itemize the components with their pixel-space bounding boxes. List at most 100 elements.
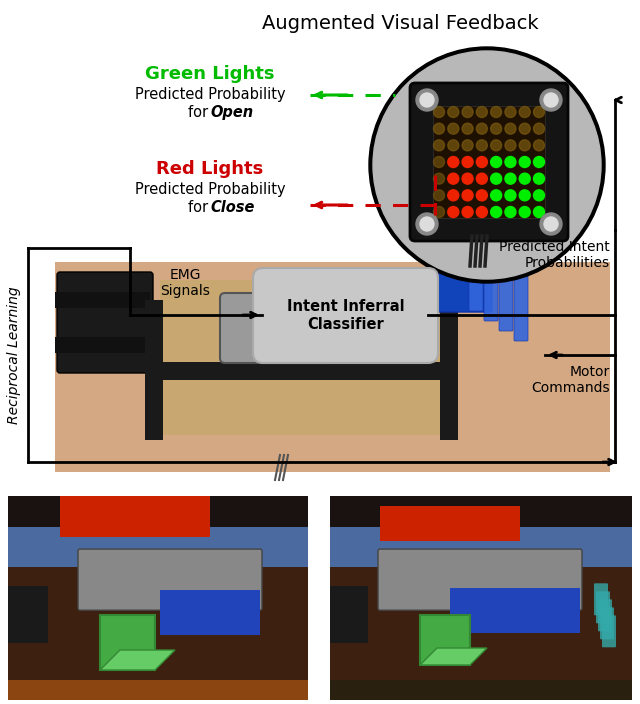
Circle shape	[476, 206, 487, 218]
Circle shape	[505, 140, 516, 151]
FancyBboxPatch shape	[57, 272, 153, 373]
FancyBboxPatch shape	[428, 258, 492, 312]
Circle shape	[491, 173, 502, 184]
Circle shape	[534, 123, 545, 134]
Circle shape	[491, 206, 502, 218]
Circle shape	[476, 140, 487, 151]
Circle shape	[476, 156, 487, 168]
Text: Reciprocal Learning: Reciprocal Learning	[7, 287, 21, 424]
Circle shape	[540, 213, 562, 235]
Circle shape	[491, 156, 502, 168]
Circle shape	[448, 156, 459, 168]
Bar	[433, 106, 545, 218]
Circle shape	[505, 190, 516, 201]
Circle shape	[519, 156, 530, 168]
Circle shape	[534, 156, 545, 168]
Circle shape	[534, 173, 545, 184]
Circle shape	[491, 190, 502, 201]
Circle shape	[519, 106, 530, 118]
Circle shape	[519, 206, 530, 218]
Bar	[145, 300, 163, 440]
Text: Red Lights: Red Lights	[156, 160, 264, 178]
Text: Open: Open	[210, 105, 253, 120]
Polygon shape	[100, 650, 175, 670]
Circle shape	[448, 140, 459, 151]
Circle shape	[544, 93, 558, 107]
Text: Intent Inferral
Classifier: Intent Inferral Classifier	[287, 299, 404, 332]
Bar	[55, 262, 610, 472]
Bar	[60, 496, 210, 536]
Bar	[100, 615, 155, 670]
Circle shape	[544, 217, 558, 231]
Circle shape	[491, 123, 502, 134]
FancyBboxPatch shape	[220, 293, 330, 363]
Bar	[8, 496, 311, 700]
Circle shape	[462, 173, 473, 184]
FancyBboxPatch shape	[602, 615, 616, 647]
Circle shape	[433, 206, 445, 218]
Bar	[55, 292, 150, 308]
Circle shape	[433, 140, 445, 151]
Circle shape	[462, 106, 473, 118]
Circle shape	[519, 140, 530, 151]
Bar	[328, 496, 632, 700]
Circle shape	[448, 173, 459, 184]
Circle shape	[505, 123, 516, 134]
Text: Augmented Visual Feedback: Augmented Visual Feedback	[262, 14, 538, 33]
Circle shape	[491, 140, 502, 151]
Bar	[55, 337, 150, 353]
Circle shape	[420, 217, 434, 231]
Circle shape	[519, 173, 530, 184]
Circle shape	[476, 173, 487, 184]
Text: Predicted Intent
Probabilities: Predicted Intent Probabilities	[499, 240, 610, 270]
Circle shape	[505, 106, 516, 118]
Circle shape	[476, 123, 487, 134]
Circle shape	[519, 123, 530, 134]
Bar	[328, 586, 368, 643]
Bar	[450, 588, 580, 633]
Circle shape	[462, 140, 473, 151]
FancyBboxPatch shape	[484, 249, 498, 321]
FancyBboxPatch shape	[594, 584, 608, 615]
Text: Green Lights: Green Lights	[145, 65, 275, 83]
Circle shape	[448, 123, 459, 134]
FancyBboxPatch shape	[342, 272, 428, 343]
Bar	[328, 527, 632, 567]
FancyBboxPatch shape	[410, 83, 568, 241]
Bar	[380, 506, 520, 541]
Text: Predicted Probability: Predicted Probability	[134, 87, 285, 102]
FancyBboxPatch shape	[339, 272, 369, 296]
Bar	[160, 362, 440, 380]
Circle shape	[420, 93, 434, 107]
Bar	[8, 586, 48, 643]
Circle shape	[462, 190, 473, 201]
Circle shape	[505, 173, 516, 184]
Text: Motor
Commands: Motor Commands	[531, 365, 610, 395]
Circle shape	[505, 156, 516, 168]
Circle shape	[433, 190, 445, 201]
Circle shape	[433, 123, 445, 134]
Bar	[328, 618, 632, 700]
Circle shape	[462, 123, 473, 134]
Circle shape	[540, 89, 562, 111]
Text: for: for	[188, 200, 212, 215]
Text: Close: Close	[210, 200, 254, 215]
FancyBboxPatch shape	[253, 268, 438, 363]
Circle shape	[373, 51, 601, 279]
Polygon shape	[420, 648, 487, 665]
Bar	[420, 615, 470, 665]
Circle shape	[448, 106, 459, 118]
Bar	[328, 557, 632, 679]
Text: EMG
Signals: EMG Signals	[160, 268, 210, 298]
Circle shape	[519, 190, 530, 201]
FancyBboxPatch shape	[378, 549, 582, 610]
Circle shape	[462, 156, 473, 168]
Circle shape	[433, 173, 445, 184]
Bar	[440, 300, 458, 440]
Circle shape	[534, 190, 545, 201]
Bar	[8, 557, 311, 679]
Circle shape	[433, 106, 445, 118]
Bar	[160, 590, 260, 635]
Bar	[8, 527, 311, 567]
Text: for: for	[188, 105, 212, 120]
